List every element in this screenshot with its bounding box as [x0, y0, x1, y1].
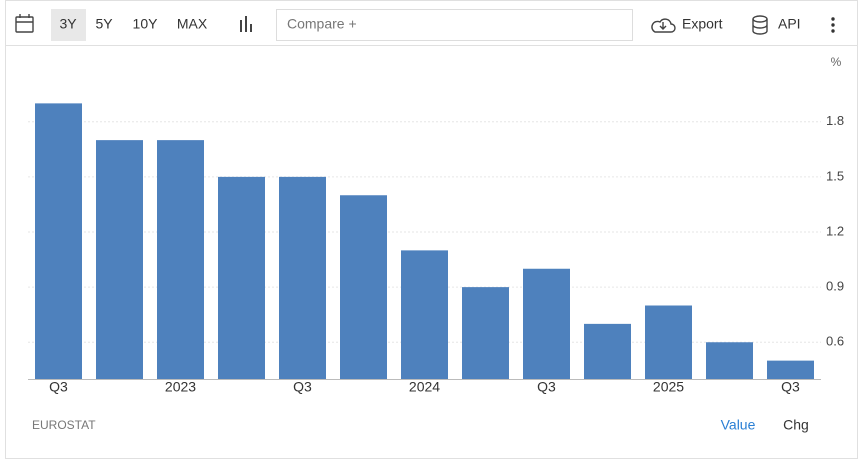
range-button[interactable]: 3Y — [59, 16, 77, 32]
y-tick-label: 0.9 — [826, 279, 844, 294]
calendar-icon[interactable] — [15, 14, 34, 33]
bar — [584, 323, 631, 379]
bar — [523, 268, 570, 379]
mode-button[interactable]: Chg — [783, 417, 809, 433]
bar — [157, 140, 204, 379]
x-tick-label: Q3 — [49, 379, 68, 395]
menu-icon[interactable] — [831, 17, 835, 33]
bar — [401, 250, 448, 379]
x-tick-label: 2023 — [165, 379, 196, 395]
mode-button[interactable]: Value — [721, 417, 756, 433]
bar — [96, 140, 143, 379]
api-icon[interactable] — [752, 15, 768, 35]
compare-placeholder: Compare + — [287, 16, 357, 32]
bar — [218, 176, 265, 379]
x-tick-label: Q3 — [781, 379, 800, 395]
frame — [5, 0, 858, 459]
range-button[interactable]: 5Y — [95, 16, 113, 32]
source: EUROSTAT — [32, 418, 96, 432]
x-tick-label: Q3 — [293, 379, 312, 395]
range-selected — [51, 9, 86, 41]
y-tick-label: 0.6 — [826, 334, 844, 349]
range-button[interactable]: 10Y — [133, 16, 159, 32]
compare-input[interactable] — [276, 9, 633, 41]
y-tick-label: 1.2 — [826, 223, 844, 238]
bar — [279, 176, 326, 379]
bar — [767, 360, 814, 379]
y-tick-label: 1.8 — [826, 113, 844, 128]
y-tick-label: 1.5 — [826, 168, 844, 183]
unit-label: % — [831, 55, 842, 69]
x-tick-label: 2024 — [409, 379, 440, 395]
bar — [35, 103, 82, 379]
chart-type-icon[interactable] — [240, 16, 252, 32]
x-tick-label: 2025 — [653, 379, 684, 395]
export-icon[interactable] — [651, 18, 676, 33]
api-button[interactable]: API — [778, 16, 801, 32]
x-tick-label: Q3 — [537, 379, 556, 395]
bar — [706, 342, 753, 379]
range-button[interactable]: MAX — [177, 16, 208, 32]
bar — [462, 287, 509, 379]
bar — [645, 305, 692, 379]
bar — [340, 195, 387, 379]
export-button[interactable]: Export — [682, 16, 723, 32]
